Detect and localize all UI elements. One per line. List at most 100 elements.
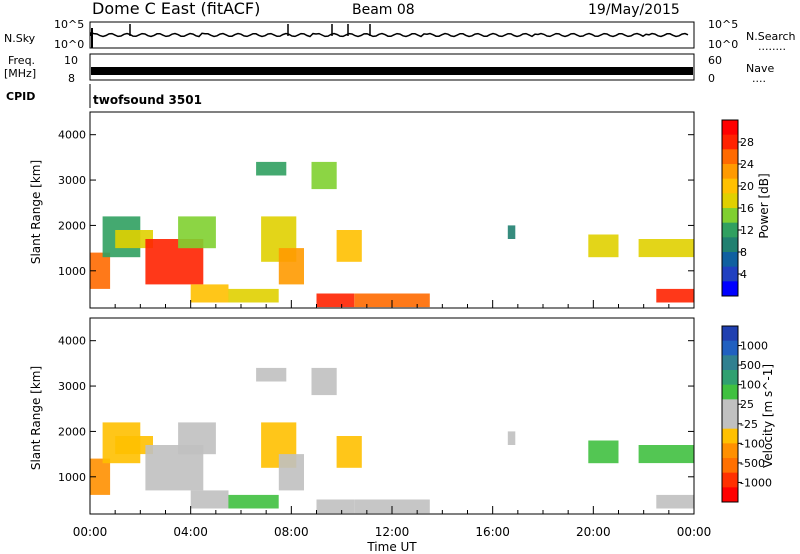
velocity-cbar-swatch xyxy=(722,340,738,356)
power-y-ticks: 4000 3000 2000 1000 xyxy=(58,129,694,278)
velocity-cbar-tick-label: -100 xyxy=(740,437,765,450)
velocity-echo-region xyxy=(507,431,516,445)
velocity-echo-region xyxy=(278,454,304,491)
cpid-value: twofsound 3501 xyxy=(93,93,202,107)
date-title: 19/May/2015 xyxy=(588,2,680,18)
velocity-echo-region xyxy=(316,499,355,514)
velocity-cbar-swatch xyxy=(722,370,738,386)
power-echo-region xyxy=(656,288,695,303)
velocity-cbar-label: Velocity [m s^-1] xyxy=(761,364,775,468)
freq-ymin: 8 xyxy=(68,72,75,85)
freq-strip-frame xyxy=(89,53,695,81)
cpid-label: CPID xyxy=(6,90,35,103)
x-tick-label: 08:00 xyxy=(274,525,309,539)
velocity-cbar-swatch xyxy=(722,472,738,488)
velocity-cbar-swatch xyxy=(722,384,738,400)
nsearch-dots: ........ xyxy=(758,40,786,53)
velocity-marks xyxy=(90,367,695,514)
velocity-echo-region xyxy=(90,458,111,495)
power-echo-region xyxy=(311,161,337,190)
velocity-echo-region xyxy=(336,436,362,468)
velocity-cbar-tick-label: 500 xyxy=(740,359,761,372)
velocity-cbar-frame xyxy=(721,325,739,503)
nsky-ymax: 10^5 xyxy=(54,18,84,31)
velocity-cbar-tick-label: -1000 xyxy=(740,476,772,489)
power-echo-region xyxy=(278,248,304,285)
velocity-cbar-swatch xyxy=(722,487,738,503)
nsky-ymin: 10^0 xyxy=(54,38,84,51)
velocity-ytick-label: 1000 xyxy=(58,471,86,484)
power-echo-region xyxy=(228,288,279,303)
power-echo-region xyxy=(178,216,216,249)
freq-label: Freq. xyxy=(8,54,35,67)
velocity-echo-region xyxy=(656,494,695,509)
velocity-echo-region xyxy=(115,436,153,455)
velocity-cbar-swatch xyxy=(722,326,738,342)
power-cbar-swatch xyxy=(722,252,738,268)
nsky-trace-line xyxy=(90,32,689,38)
velocity-cbar-tick-label: 1000 xyxy=(740,340,768,353)
velocity-colorbar: 1000 500 100 25 -25 -100 -500 -1000 xyxy=(721,325,772,503)
power-echo-region xyxy=(336,230,362,262)
velocity-y-ticks: 4000 3000 2000 1000 xyxy=(58,335,694,484)
velocity-echo-region xyxy=(588,440,619,464)
power-ytick-label: 2000 xyxy=(58,219,86,232)
power-cbar-tick-label: 4 xyxy=(740,268,747,281)
power-cbar-swatch xyxy=(722,178,738,194)
x-tick-label: 12:00 xyxy=(375,525,410,539)
power-cbar-label: Power [dB] xyxy=(757,173,771,238)
x-tick-label: 00:00 xyxy=(73,525,108,539)
power-echo-region xyxy=(90,252,111,289)
power-echo-region xyxy=(507,225,516,239)
velocity-echo-region xyxy=(638,445,694,464)
power-cbar-swatch xyxy=(722,281,738,297)
power-echo-region xyxy=(256,161,287,176)
power-cbar-swatch xyxy=(722,134,738,150)
nsky-trace xyxy=(90,24,689,48)
x-tick-label: 04:00 xyxy=(173,525,208,539)
power-cbar-swatch xyxy=(722,193,738,209)
velocity-cbar-tick-label: 100 xyxy=(740,379,761,392)
velocity-echo-region xyxy=(178,422,216,455)
power-panel: 4000 3000 2000 1000 Slant Range [km] xyxy=(29,111,695,309)
nsearch-ymax: 10^5 xyxy=(708,18,738,31)
station-title: Dome C East (fitACF) xyxy=(92,0,260,18)
power-cbar-swatch xyxy=(722,120,738,136)
nsearch-ymin: 10^0 xyxy=(708,38,738,51)
power-cbar-tick-label: 28 xyxy=(740,136,754,149)
power-ytick-label: 4000 xyxy=(58,129,86,142)
x-tick-label: 16:00 xyxy=(475,525,510,539)
power-echo-region xyxy=(588,234,619,258)
velocity-cbar-swatch xyxy=(722,414,738,430)
velocity-echo-region xyxy=(228,494,279,509)
power-cbar-swatch xyxy=(722,222,738,238)
beam-title: Beam 08 xyxy=(352,2,415,18)
nsky-label: N.Sky xyxy=(4,32,36,45)
nave-dots: .... xyxy=(752,72,766,85)
velocity-cbar-swatch xyxy=(722,399,738,415)
x-tick-label: 20:00 xyxy=(576,525,611,539)
velocity-ytick-label: 3000 xyxy=(58,380,86,393)
nave-label: Nave xyxy=(746,62,774,75)
power-cbar-swatch xyxy=(722,266,738,282)
freq-unit: [MHz] xyxy=(4,67,36,80)
power-cbar-tick-label: 24 xyxy=(740,158,754,171)
x-tick-label: 00:00 xyxy=(677,525,712,539)
power-cbar-swatch xyxy=(722,149,738,165)
power-marks xyxy=(90,161,695,308)
power-colorbar: 28 24 20 16 12 8 4 xyxy=(721,119,754,297)
velocity-echo-region xyxy=(190,490,229,509)
velocity-cbar-tick-label: -25 xyxy=(740,418,758,431)
power-cbar-swatch xyxy=(722,237,738,253)
velocity-cbar-tick-label: 25 xyxy=(740,398,754,411)
nsearch-label: N.Search xyxy=(746,30,796,43)
velocity-panel: 4000 3000 2000 1000 Slant Range [km] xyxy=(29,317,695,515)
power-cbar-swatch xyxy=(722,208,738,224)
velocity-cbar-swatch xyxy=(722,443,738,459)
power-ylabel: Slant Range [km] xyxy=(29,160,43,264)
power-ytick-label: 1000 xyxy=(58,265,86,278)
freq-trace xyxy=(91,67,693,75)
velocity-cbar-swatch xyxy=(722,458,738,474)
power-cbar-tick-label: 12 xyxy=(740,224,754,237)
